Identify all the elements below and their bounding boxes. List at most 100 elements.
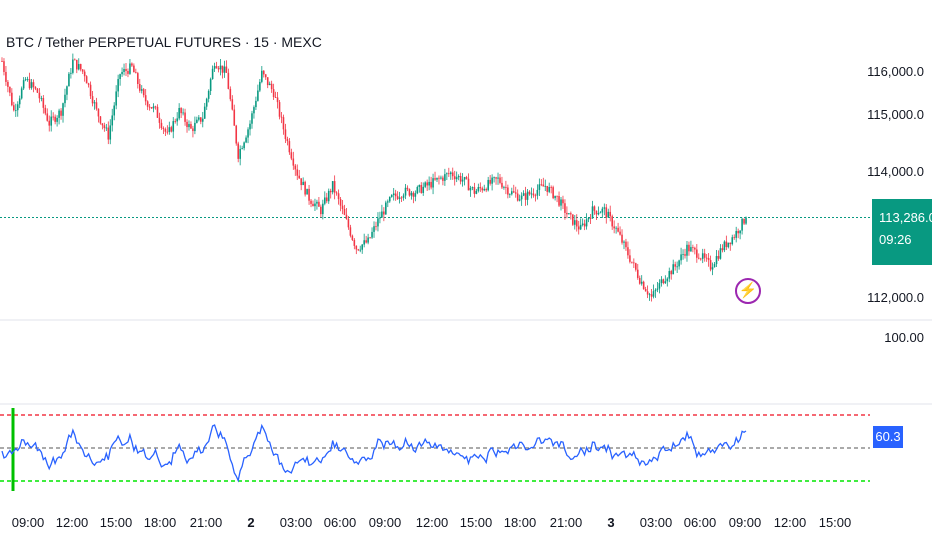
candle-body (512, 191, 515, 193)
candle-body (318, 201, 320, 207)
candle-body (103, 125, 106, 129)
candle-body (50, 116, 53, 126)
candle-body (288, 141, 291, 153)
candle-body (377, 218, 379, 227)
candle-body (385, 202, 387, 215)
candle-body (538, 184, 541, 190)
candle-body (461, 179, 464, 182)
candle-body (125, 68, 127, 72)
candle-body (302, 181, 304, 186)
candle-body (692, 247, 694, 248)
candle-body (534, 195, 537, 197)
candle-body (123, 68, 125, 72)
candle-body (101, 123, 104, 126)
candle-body (113, 105, 115, 116)
candle-body (670, 271, 673, 275)
candle-body (227, 72, 230, 89)
candle-body (568, 213, 570, 215)
candle-body (585, 219, 588, 227)
time-axis-label: 15:00 (459, 515, 493, 530)
candle-body (268, 83, 271, 86)
candle-body (526, 191, 529, 200)
candle-body (298, 175, 301, 179)
candle-body (664, 281, 667, 284)
time-axis-label: 21:00 (549, 515, 583, 530)
candle-body (251, 113, 253, 124)
candle-body (739, 230, 741, 234)
candle-body (28, 79, 31, 89)
candle-body (375, 226, 377, 228)
candle-body (367, 237, 369, 243)
bar-countdown: 09:26 (879, 232, 912, 247)
candle-body (485, 189, 488, 191)
candle-body (329, 190, 332, 193)
candle-body (20, 88, 23, 99)
candle-body (471, 187, 474, 188)
candle-body (274, 97, 277, 98)
candle-body (85, 76, 88, 84)
candle-body (715, 256, 718, 265)
candle-body (333, 181, 336, 193)
candle-body (194, 122, 196, 132)
candle-body (282, 117, 285, 130)
candle-body (322, 203, 324, 215)
candle-body (524, 193, 527, 200)
candle-body (398, 197, 401, 199)
candle-body (245, 137, 247, 143)
candle-body (58, 110, 60, 118)
candle-body (544, 185, 547, 187)
candle-body (146, 101, 149, 107)
candle-body (109, 125, 112, 140)
time-axis-label: 2 (247, 515, 255, 530)
candle-body (255, 100, 257, 108)
price-axis-label: 112,000.0 (867, 290, 924, 305)
candle-body (731, 237, 734, 245)
candle-body (83, 71, 86, 77)
candle-body (652, 291, 655, 297)
candle-body (48, 120, 51, 126)
candle-body (564, 203, 566, 213)
candle-body (709, 260, 712, 270)
candle-body (577, 226, 580, 230)
candle-body (158, 117, 161, 123)
candle-body (345, 214, 348, 219)
candle-body (475, 190, 478, 194)
candle-body (237, 143, 240, 159)
candle-body (658, 283, 661, 289)
lightning-icon[interactable]: ⚡ (735, 278, 761, 304)
candle-body (203, 106, 206, 119)
candle-body (438, 177, 440, 179)
candle-body (121, 71, 123, 75)
candle-body (503, 187, 505, 188)
candle-body (497, 177, 499, 179)
candle-body (87, 83, 90, 85)
candle-body (264, 74, 267, 78)
candle-body (434, 178, 436, 180)
candle-body (22, 80, 25, 89)
candle-body (304, 181, 306, 195)
candle-body (457, 176, 460, 178)
candle-body (729, 242, 732, 245)
candle-body (701, 253, 704, 259)
candle-body (717, 256, 720, 259)
price-axis-label: 114,000.0 (867, 164, 924, 179)
candle-body (583, 223, 586, 227)
candle-body (514, 192, 517, 194)
candle-body (420, 185, 423, 193)
candle-body (603, 207, 606, 209)
candle-body (66, 86, 68, 95)
candle-body (560, 199, 562, 206)
last-price-value: 113,286.0 (879, 210, 932, 225)
candle-body (105, 127, 108, 129)
candle-body (459, 176, 462, 182)
candle-body (89, 84, 92, 97)
candle-body (737, 230, 739, 234)
candle-body (546, 185, 549, 192)
candle-body (172, 121, 175, 132)
candle-body (550, 187, 552, 188)
candle-body (619, 231, 621, 235)
candle-body (540, 184, 543, 186)
time-axis-label: 21:00 (189, 515, 223, 530)
